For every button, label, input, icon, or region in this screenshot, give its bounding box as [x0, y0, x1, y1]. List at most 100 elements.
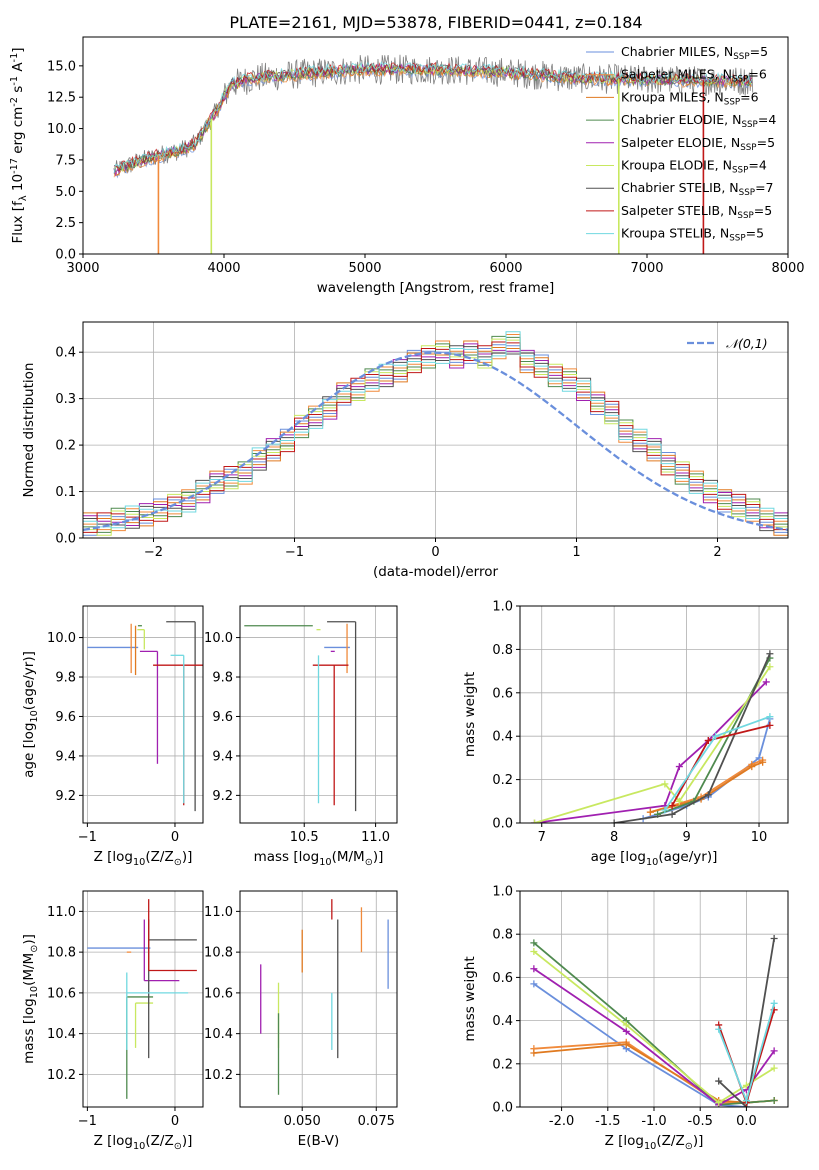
weight-series: [530, 678, 770, 823]
x-tick-label: 10.5: [290, 830, 319, 845]
errorbar-point: [148, 899, 197, 972]
series-marker: [759, 758, 767, 766]
y-tick-label: 9.4: [212, 749, 233, 764]
x-tick-label: −1: [78, 1114, 97, 1129]
legend-model: Salpeter STELIB: [621, 203, 720, 218]
residual-histogram: [83, 341, 788, 533]
x-tick-label: 0.075: [358, 1114, 395, 1129]
series-marker: [661, 780, 669, 788]
y-tick-label: 9.2: [55, 789, 76, 804]
series-marker: [610, 819, 618, 823]
series-line: [650, 759, 763, 814]
series-marker: [675, 763, 683, 771]
x-tick-label: −1: [285, 545, 304, 560]
x-tick-label: -1.0: [641, 1114, 666, 1129]
y-tick-label: 10.8: [47, 946, 76, 961]
axes-frame: [239, 890, 398, 1108]
series-marker: [530, 965, 538, 973]
plot-area: [530, 935, 778, 1107]
y-tick-label: 10.0: [47, 631, 76, 646]
z-weight-panel: -2.0 -1.5 -1.0 -0.5 0.0 0.0 0.2 0.4 0.6 0.8 1.0 Z […: [462, 885, 789, 1152]
y-tick-label: 10.2: [47, 1068, 76, 1083]
x-tick-label: 0.0: [736, 1114, 757, 1129]
x-tick-label: 0: [431, 545, 439, 560]
legend-nssp: 5: [760, 44, 768, 59]
y-tick-label: 9.4: [55, 749, 76, 764]
mass-age-panel: 10.5 11.0 9.2 9.4 9.6 9.8 10.0 mass [log10​(M/M…: [204, 605, 398, 868]
plot-area: [87, 621, 203, 812]
y-tick-label: 12.5: [47, 91, 76, 106]
weight-series: [715, 999, 778, 1105]
series-marker: [742, 1081, 750, 1089]
y-tick-label: 0.6: [492, 971, 513, 986]
legend-nssp: 4: [768, 112, 776, 127]
y-tick-label: 15.0: [47, 59, 76, 74]
series-line: [642, 718, 771, 820]
plot-area: [87, 899, 197, 1099]
series-marker: [530, 980, 538, 988]
errorbar-point: [139, 650, 159, 764]
y-tick-label: 0.1: [55, 485, 76, 500]
legend-entry: 𝒩(0,1): [726, 336, 768, 351]
y-tick-label: 11.0: [204, 905, 233, 920]
legend-model: Kroupa MILES: [621, 89, 707, 104]
x-tick-label: 1: [572, 545, 580, 560]
spectrum-panel: 3000 4000 5000 6000 7000 8000 0.0 2.5 5.0 7.5 10.0…: [9, 36, 805, 296]
series-marker: [766, 650, 774, 658]
plot-area: [113, 54, 754, 254]
y-tick-label: 0.3: [55, 392, 76, 407]
series-marker: [770, 1047, 778, 1055]
x-tick-label: 0: [171, 830, 179, 845]
series-marker: [530, 939, 538, 947]
x-axis-label: mass [log10​(M/M⊙​)]: [254, 849, 384, 868]
x-tick-label: 0.050: [284, 1114, 321, 1129]
figure-title: PLATE=2161, MJD=53878, FIBERID=0441, z=0…: [229, 13, 642, 32]
x-tick-label: 8: [610, 830, 618, 845]
legend-model: Chabrier ELODIE: [621, 112, 724, 127]
y-tick-label: 0.0: [55, 248, 76, 263]
residuals-panel: −2 −1 0 1 2 0.0 0.1 0.2 0.3 0.4 (data-model)/error…: [21, 321, 789, 580]
legend-model: Chabrier STELIB: [621, 180, 721, 195]
axes-frame: [239, 605, 398, 824]
y-axis-label: mass weight: [462, 956, 478, 1041]
weight-series: [661, 713, 774, 814]
z-age-panel: −1 0 9.2 9.4 9.6 9.8 10.0 Z [log10​(Z/Z⊙​)] age …: [21, 605, 204, 868]
series-marker: [675, 797, 683, 805]
x-tick-label: 10: [751, 830, 768, 845]
legend-model: Chabrier MILES: [621, 44, 716, 59]
y-tick-label: 9.8: [55, 671, 76, 686]
series-marker: [661, 806, 669, 814]
errorbar-point: [327, 621, 357, 812]
x-tick-label: −1: [78, 830, 97, 845]
y-tick-label: 0.0: [492, 817, 513, 832]
legend: Chabrier MILES, NSSP=5 Salpeter MILES, NS…: [586, 44, 776, 244]
normal-curve: [83, 351, 788, 531]
series-marker: [668, 810, 676, 818]
series-line: [533, 983, 747, 1107]
legend-entry: Salpeter ELODIE, NSSP=5: [621, 135, 775, 153]
x-tick-label: -1.5: [595, 1114, 620, 1129]
series-marker: [715, 1077, 723, 1085]
y-tick-label: 10.4: [204, 1027, 233, 1042]
plot-area: [83, 331, 788, 536]
x-tick-label: 11.0: [361, 830, 390, 845]
legend-entry: Chabrier MILES, NSSP=5: [621, 44, 768, 62]
y-tick-label: 0.0: [55, 532, 76, 547]
series-marker: [755, 754, 763, 762]
y-tick-label: 0.2: [492, 1057, 513, 1072]
x-tick-label: 9: [682, 830, 690, 845]
axes-frame: [82, 36, 789, 255]
legend-nssp: 5: [767, 135, 775, 150]
x-tick-label: -0.5: [688, 1114, 713, 1129]
y-tick-label: 0.4: [55, 346, 76, 361]
plot-area: [260, 899, 389, 1095]
y-tick-label: 1.0: [492, 885, 513, 900]
model-spectrum: [113, 61, 753, 172]
residual-histogram: [83, 345, 788, 532]
age-weight-panel: 7 8 9 10 0.0 0.2 0.4 0.6 0.8 1.0 age [log10​(age/y…: [462, 600, 789, 868]
series-marker: [770, 1064, 778, 1072]
series-marker: [748, 763, 756, 771]
y-tick-label: 0.2: [492, 773, 513, 788]
series-marker: [770, 935, 778, 943]
series-marker: [622, 1021, 630, 1029]
